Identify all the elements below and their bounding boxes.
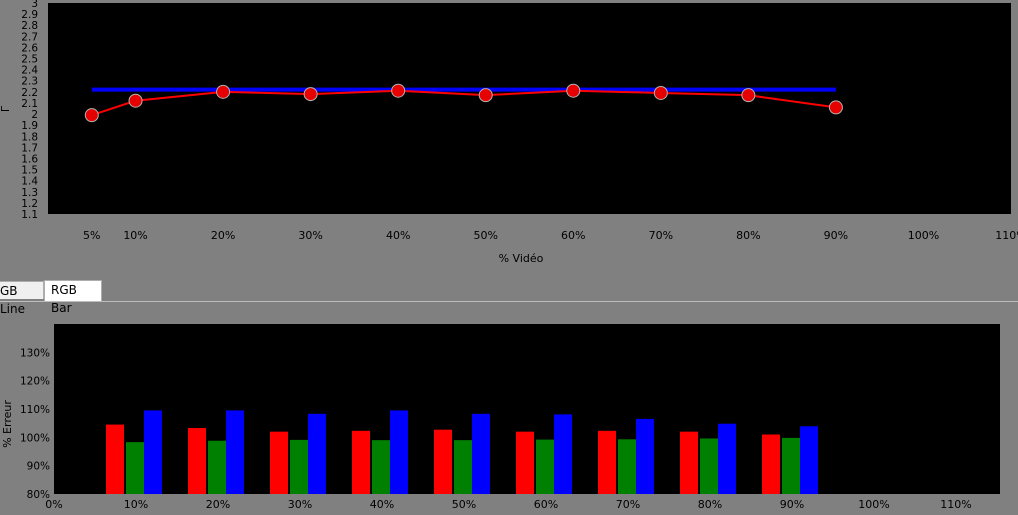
gamma-y-tick-label: 1.6 <box>21 153 38 165</box>
rgb-bar-red <box>352 430 370 494</box>
gamma-x-tick-label: 70% <box>649 229 673 242</box>
gamma-y-tick-label: 2 <box>31 109 38 121</box>
rgb-y-tick-label: 110% <box>20 404 50 416</box>
rgb-bar-blue <box>636 418 654 494</box>
gamma-x-tick-label: 80% <box>736 229 760 242</box>
gamma-x-tick-label: 110% <box>995 229 1018 242</box>
rgb-bar-red <box>270 431 288 494</box>
rgb-bar-red <box>106 424 124 494</box>
rgb-x-tick-label: 70% <box>616 498 640 511</box>
rgb-bar-chart: 80% 90% 100% 110% 120% 130% 0% 10% 20% 30% 40% 50%… <box>1 324 1000 511</box>
rgb-bar-green <box>782 437 800 494</box>
rgb-x-tick-label: 60% <box>534 498 558 511</box>
gamma-x-tick-label: 30% <box>298 229 322 242</box>
gamma-x-tick-label: 10% <box>123 229 147 242</box>
rgb-x-tick-label: 90% <box>780 498 804 511</box>
gamma-measured-line <box>91 89 837 117</box>
gamma-y-tick-label: 2.5 <box>21 54 38 66</box>
rgb-bar-green <box>372 440 390 494</box>
rgb-bar-blue <box>144 410 162 494</box>
rgb-x-tick-label: 80% <box>698 498 722 511</box>
rgb-x-tick-label: 40% <box>370 498 394 511</box>
gamma-data-point <box>741 88 756 103</box>
gamma-x-tick-label: 60% <box>561 229 585 242</box>
rgb-bar-blue <box>718 423 736 494</box>
gamma-x-tick-label: 20% <box>211 229 235 242</box>
rgb-y-tick-label: 100% <box>20 432 50 444</box>
gamma-y-tick-label: 1.5 <box>21 165 38 177</box>
rgb-bar-blue <box>800 426 818 494</box>
rgb-bar-blue <box>390 410 408 494</box>
rgb-bar-blue <box>554 414 572 494</box>
gamma-data-point <box>566 83 581 98</box>
gamma-data-point <box>478 88 493 103</box>
rgb-y-tick-label: 90% <box>27 461 50 473</box>
rgb-bar-green <box>454 440 472 494</box>
gamma-y-tick-label: 1.3 <box>21 187 38 199</box>
gamma-x-tick-label: 90% <box>824 229 848 242</box>
gamma-x-axis-label: % Vidéo <box>499 252 544 265</box>
rgb-bar-green <box>208 440 226 494</box>
rgb-y-tick-label: 80% <box>27 489 50 501</box>
rgb-bar-blue <box>308 413 326 494</box>
gamma-y-tick-label: 2.3 <box>21 76 38 88</box>
rgb-bar-red <box>762 434 780 494</box>
rgb-bar-chart-panel: 80% 90% 100% 110% 120% 130% 0% 10% 20% 30% 40% 50%… <box>0 301 1018 511</box>
gamma-y-tick-label: 2.9 <box>21 9 38 21</box>
gamma-y-tick-label: 2.7 <box>21 31 38 43</box>
gamma-y-tick-label: 1.8 <box>21 131 38 143</box>
gamma-y-tick-label: 2.8 <box>21 20 38 32</box>
rgb-x-tick-label: 100% <box>858 498 889 511</box>
gamma-y-tick-label: 3 <box>31 0 38 10</box>
rgb-y-axis-label: % Erreur <box>1 400 14 448</box>
gamma-y-tick-label: 1.9 <box>21 120 38 132</box>
rgb-bar-red <box>516 431 534 494</box>
gamma-chart-panel: 1.1 1.2 1.3 1.4 1.5 1.6 1.7 1.8 1.9 2 2.1 2.2 2.3 2.4… <box>0 0 1018 265</box>
gamma-data-point <box>303 87 318 102</box>
gamma-x-tick-label: 40% <box>386 229 410 242</box>
chart-tab-bar: GB Line RGB Bar <box>0 280 1018 316</box>
rgb-bar-red <box>598 430 616 494</box>
tab-rgb-bar[interactable]: RGB Bar <box>44 280 102 315</box>
rgb-bar-green <box>618 439 636 494</box>
gamma-y-tick-label: 2.2 <box>21 87 38 99</box>
rgb-x-tick-label: 0% <box>45 498 62 511</box>
gamma-y-tick-label: 1.1 <box>21 209 38 221</box>
gamma-data-point <box>216 84 231 99</box>
rgb-x-tick-label: 30% <box>288 498 312 511</box>
rgb-bar-green <box>290 439 308 494</box>
rgb-bar-red <box>680 431 698 494</box>
rgb-bar-blue <box>226 410 244 494</box>
gamma-y-tick-label: 2.4 <box>21 65 38 77</box>
rgb-y-tick-label: 130% <box>20 347 50 359</box>
gamma-data-point <box>84 108 99 123</box>
gamma-data-point <box>653 85 668 100</box>
tab-rgb-line[interactable]: GB Line <box>0 281 44 316</box>
gamma-y-tick-label: 2.1 <box>21 98 38 110</box>
gamma-y-tick-label: 1.4 <box>21 176 38 188</box>
gamma-data-point <box>828 100 843 115</box>
rgb-x-tick-label: 50% <box>452 498 476 511</box>
gamma-data-point <box>128 93 143 108</box>
gamma-y-tick-label: 2.6 <box>21 42 38 54</box>
rgb-x-tick-label: 110% <box>940 498 971 511</box>
gamma-y-tick-label: 1.2 <box>21 198 38 210</box>
rgb-bar-red <box>188 427 206 494</box>
gamma-y-axis-label: Γ <box>0 105 12 112</box>
rgb-bar-green <box>126 442 144 494</box>
gamma-x-tick-label: 5% <box>83 229 100 242</box>
rgb-bar-red <box>434 429 452 494</box>
rgb-bar-green <box>536 439 554 494</box>
rgb-y-tick-label: 120% <box>20 376 50 388</box>
gamma-plot-area <box>48 3 1011 214</box>
gamma-y-tick-label: 1.7 <box>21 142 38 154</box>
gamma-x-tick-label: 50% <box>474 229 498 242</box>
gamma-data-point <box>391 83 406 98</box>
rgb-bar-blue <box>472 413 490 494</box>
rgb-bar-green <box>700 438 718 494</box>
gamma-chart: 1.11.21.31.41.51.61.71.81.922.12.22.32.4… <box>0 0 1018 265</box>
rgb-x-tick-label: 20% <box>206 498 230 511</box>
gamma-x-tick-label: 100% <box>908 229 939 242</box>
rgb-x-tick-label: 10% <box>124 498 148 511</box>
